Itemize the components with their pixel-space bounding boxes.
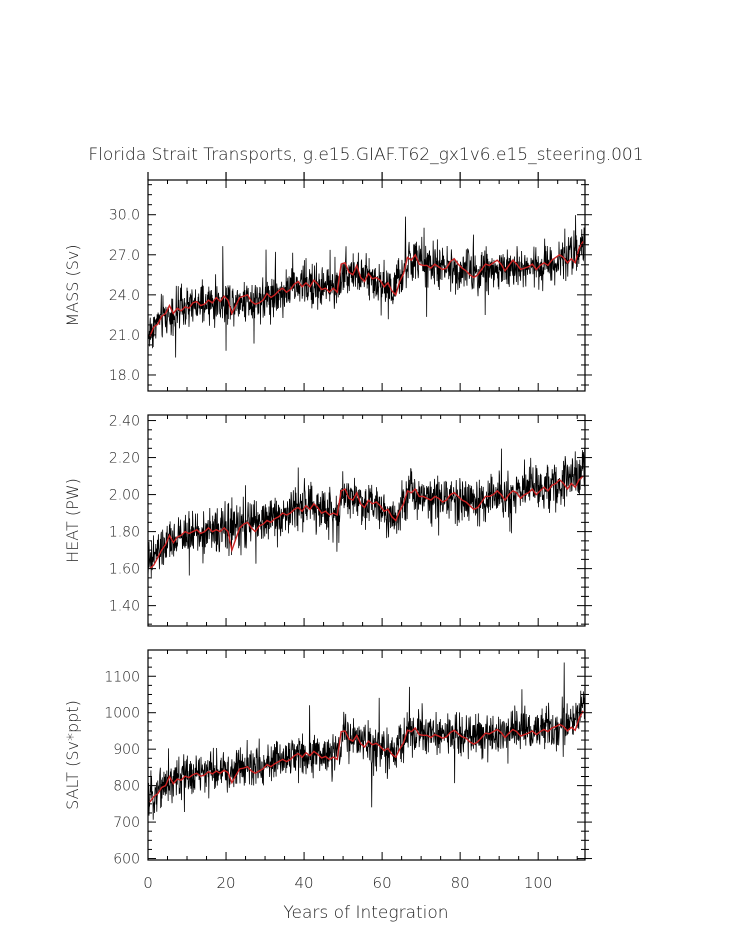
salt-plot-frame	[147, 649, 586, 861]
x-tick-label: 0	[143, 874, 153, 892]
y-tick-label: 700	[113, 815, 140, 831]
x-tick-label: 60	[373, 874, 392, 892]
panel-mass: 18.0 21.0 24.0 27.0 30.0 MASS (Sv)	[63, 172, 592, 392]
y-tick-label: 21.0	[109, 328, 140, 344]
y-tick-label: 2.40	[109, 414, 140, 430]
x-tick-label: 80	[451, 874, 470, 892]
x-tick-label: 100	[524, 874, 553, 892]
y-tick-label: 1.80	[109, 525, 140, 541]
y-tick-label: 1.60	[109, 562, 140, 578]
mass-annual-mean-line	[149, 241, 584, 337]
mass-y-axis-label: MASS (Sv)	[63, 244, 82, 326]
y-tick-label: 2.20	[109, 451, 140, 467]
x-tick-label: 20	[216, 874, 235, 892]
salt-y-axis-label: SALT (Sv*ppt)	[63, 700, 82, 810]
heat-monthly-series-line	[148, 447, 585, 578]
y-tick-label: 30.0	[109, 208, 140, 224]
heat-y-axis-label: HEAT (PW)	[63, 478, 82, 563]
y-tick-label: 800	[113, 779, 140, 795]
x-tick-label: 40	[295, 874, 314, 892]
y-tick-label: 1100	[104, 669, 140, 685]
salt-annual-mean-line	[149, 710, 584, 803]
y-tick-label: 27.0	[109, 248, 140, 264]
y-tick-label: 18.0	[109, 368, 140, 384]
x-axis-label: Years of Integration	[283, 903, 448, 923]
salt-monthly-series-line	[148, 662, 585, 820]
y-tick-label: 600	[113, 852, 140, 868]
mass-plot-frame	[147, 179, 586, 392]
heat-plot-frame	[147, 414, 586, 627]
chart-title: Florida Strait Transports, g.e15.GIAF.T6…	[88, 145, 643, 165]
y-tick-label: 2.00	[109, 488, 140, 504]
plot-panels: 18.0 21.0 24.0 27.0 30.0 MASS (Sv) 1.40 1.60 1.8…	[63, 172, 592, 892]
y-tick-label: 900	[113, 742, 140, 758]
heat-annual-mean-line	[149, 475, 584, 570]
y-tick-label: 1.40	[109, 599, 140, 615]
y-tick-label: 24.0	[109, 288, 140, 304]
y-tick-label: 1000	[104, 706, 140, 722]
mass-monthly-series-line	[148, 215, 585, 358]
panel-salt: 600 700 800 900 1000 1100 SALT (Sv*ppt) 0 20 40 60…	[63, 649, 592, 892]
panel-heat: 1.40 1.60 1.80 2.00 2.20 2.40 HEAT (PW)	[63, 414, 592, 627]
